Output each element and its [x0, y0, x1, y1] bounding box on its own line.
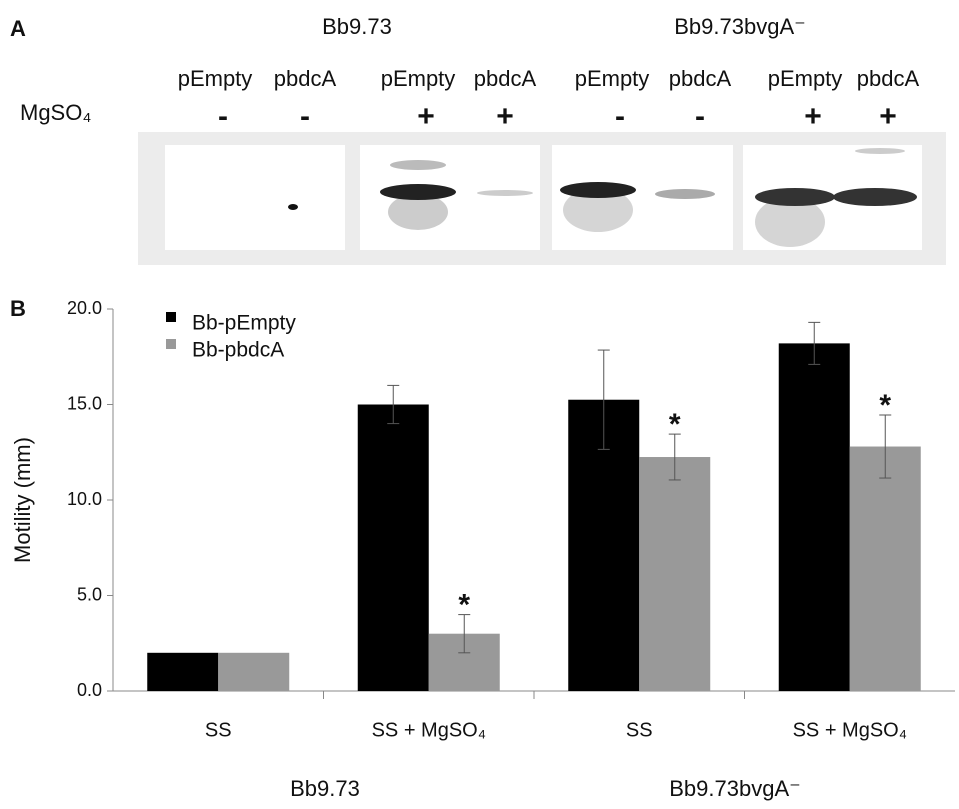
significance-marker: *	[458, 589, 470, 622]
significance-marker: *	[669, 408, 681, 441]
x-tick-label: SS	[205, 719, 232, 741]
mgso4-sign: -	[695, 100, 705, 133]
bar	[358, 405, 429, 692]
y-axis-label: Motility (mm)	[10, 437, 35, 563]
lane-label: pEmpty	[381, 66, 456, 91]
blot-band	[755, 188, 835, 206]
y-tick-label: 20.0	[67, 298, 102, 318]
legend-label: Bb-pEmpty	[192, 312, 296, 335]
group-title: Bb9.73	[322, 14, 392, 39]
bar	[779, 343, 850, 691]
significance-marker: *	[879, 389, 891, 422]
x-tick-label: SS + MgSO₄	[372, 719, 486, 741]
blot-band	[833, 188, 917, 206]
lane-label: pEmpty	[178, 66, 253, 91]
blot-band	[655, 189, 715, 199]
blot-spot	[288, 204, 298, 210]
mgso4-sign: +	[496, 100, 514, 133]
y-tick-label: 0.0	[77, 680, 102, 700]
blot-band	[477, 190, 533, 196]
lane-label: pbdcA	[857, 66, 920, 91]
lane-label: pbdcA	[274, 66, 337, 91]
bar	[218, 653, 289, 691]
y-tick-label: 10.0	[67, 489, 102, 509]
group-title: Bb9.73bvgA⁻	[674, 14, 805, 39]
mgso4-sign: +	[804, 100, 822, 133]
row-label: MgSO₄	[20, 100, 91, 125]
mgso4-sign: -	[615, 100, 625, 133]
mgso4-sign: +	[417, 100, 435, 133]
panel-label: A	[10, 16, 26, 41]
panel-label: B	[10, 296, 26, 321]
group-label: Bb9.73	[290, 776, 360, 801]
lane-label: pEmpty	[768, 66, 843, 91]
mgso4-sign: +	[879, 100, 897, 133]
legend-swatch	[166, 312, 176, 322]
blot-band	[560, 182, 636, 198]
blot	[138, 132, 946, 265]
blot-panel	[165, 145, 345, 250]
y-tick-label: 15.0	[67, 393, 102, 413]
blot-band	[390, 160, 446, 170]
group-label: Bb9.73bvgA⁻	[669, 776, 800, 801]
bar	[147, 653, 218, 691]
figure: A Bb9.73 Bb9.73bvgA⁻ MgSO₄ B Motility (m…	[0, 0, 959, 804]
legend-swatch	[166, 339, 176, 349]
blot-panel	[360, 145, 540, 250]
lane-label: pEmpty	[575, 66, 650, 91]
y-tick-label: 5.0	[77, 584, 102, 604]
mgso4-sign: -	[218, 100, 228, 133]
lane-label: pbdcA	[669, 66, 732, 91]
lane-label: pbdcA	[474, 66, 537, 91]
x-tick-label: SS + MgSO₄	[793, 719, 907, 741]
blot-band	[855, 148, 905, 154]
mgso4-sign: -	[300, 100, 310, 133]
legend-label: Bb-pbdcA	[192, 339, 284, 362]
blot-band	[380, 184, 456, 200]
bar	[850, 447, 921, 691]
bar	[639, 457, 710, 691]
x-tick-label: SS	[626, 719, 653, 741]
